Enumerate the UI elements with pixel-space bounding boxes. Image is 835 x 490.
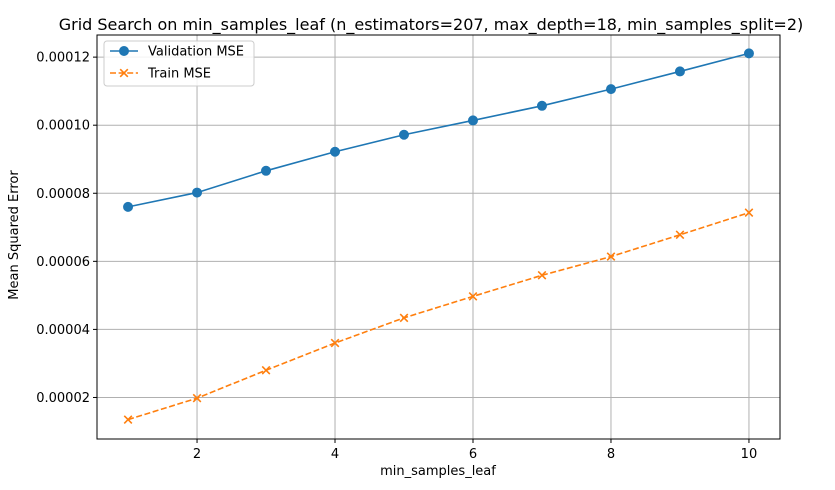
- legend-item-train: Train MSE: [110, 67, 211, 82]
- y-tick-label: 0.00004: [36, 323, 90, 338]
- tick-layer: 2 4 6 8 10 0.00002 0.00004 0.00006 0.00008 0.0001…: [36, 51, 757, 462]
- y-tick-label: 0.00012: [36, 51, 90, 66]
- y-tick-label: 0.00002: [36, 391, 90, 406]
- y-axis-label: Mean Squared Error: [7, 170, 22, 300]
- x-tick-label: 10: [741, 447, 758, 462]
- x-tick-label: 4: [331, 447, 339, 462]
- legend-label: Train MSE: [147, 67, 211, 82]
- train-mse-point: [330, 338, 340, 348]
- train-mse-series: [123, 208, 754, 424]
- validation-mse-point: [192, 187, 203, 198]
- x-tick-label: 8: [607, 447, 615, 462]
- train-mse-point: [744, 208, 754, 218]
- train-mse-point: [123, 415, 133, 424]
- train-mse-point: [606, 252, 616, 261]
- validation-mse-point: [743, 48, 754, 59]
- train-mse-point: [537, 270, 547, 280]
- train-mse-point: [468, 292, 478, 301]
- validation-mse-point: [536, 100, 547, 111]
- validation-mse-series: [123, 48, 754, 212]
- legend-marker: [119, 46, 129, 56]
- validation-mse-point: [261, 165, 272, 176]
- legend-item-validation: Validation MSE: [110, 45, 244, 60]
- series-layer: [123, 48, 754, 424]
- train-mse-point: [261, 365, 271, 375]
- train-mse-point: [675, 230, 685, 240]
- train-mse-point: [192, 393, 202, 403]
- validation-mse-point: [399, 129, 410, 140]
- validation-mse-point: [674, 66, 685, 77]
- y-tick-label: 0.00008: [36, 187, 90, 202]
- legend-marker: [119, 68, 129, 78]
- plot-frame: [96, 34, 781, 440]
- validation-mse-point: [123, 201, 134, 212]
- y-tick-label: 0.00006: [36, 255, 90, 270]
- chart-title: Grid Search on min_samples_leaf (n_estim…: [59, 15, 804, 35]
- x-tick-label: 6: [469, 447, 477, 462]
- train-mse-line: [127, 211, 750, 421]
- legend-label: Validation MSE: [148, 45, 244, 60]
- validation-mse-point: [467, 115, 478, 126]
- validation-mse-point: [605, 84, 616, 95]
- legend-box: [103, 40, 255, 87]
- train-mse-point: [399, 313, 409, 323]
- validation-mse-point: [330, 146, 341, 157]
- validation-mse-line: [127, 52, 750, 208]
- y-tick-label: 0.00010: [36, 119, 90, 134]
- x-axis-label: min_samples_leaf: [380, 464, 496, 479]
- legend: Validation MSE Train MSE: [103, 40, 255, 87]
- x-tick-label: 2: [193, 447, 201, 462]
